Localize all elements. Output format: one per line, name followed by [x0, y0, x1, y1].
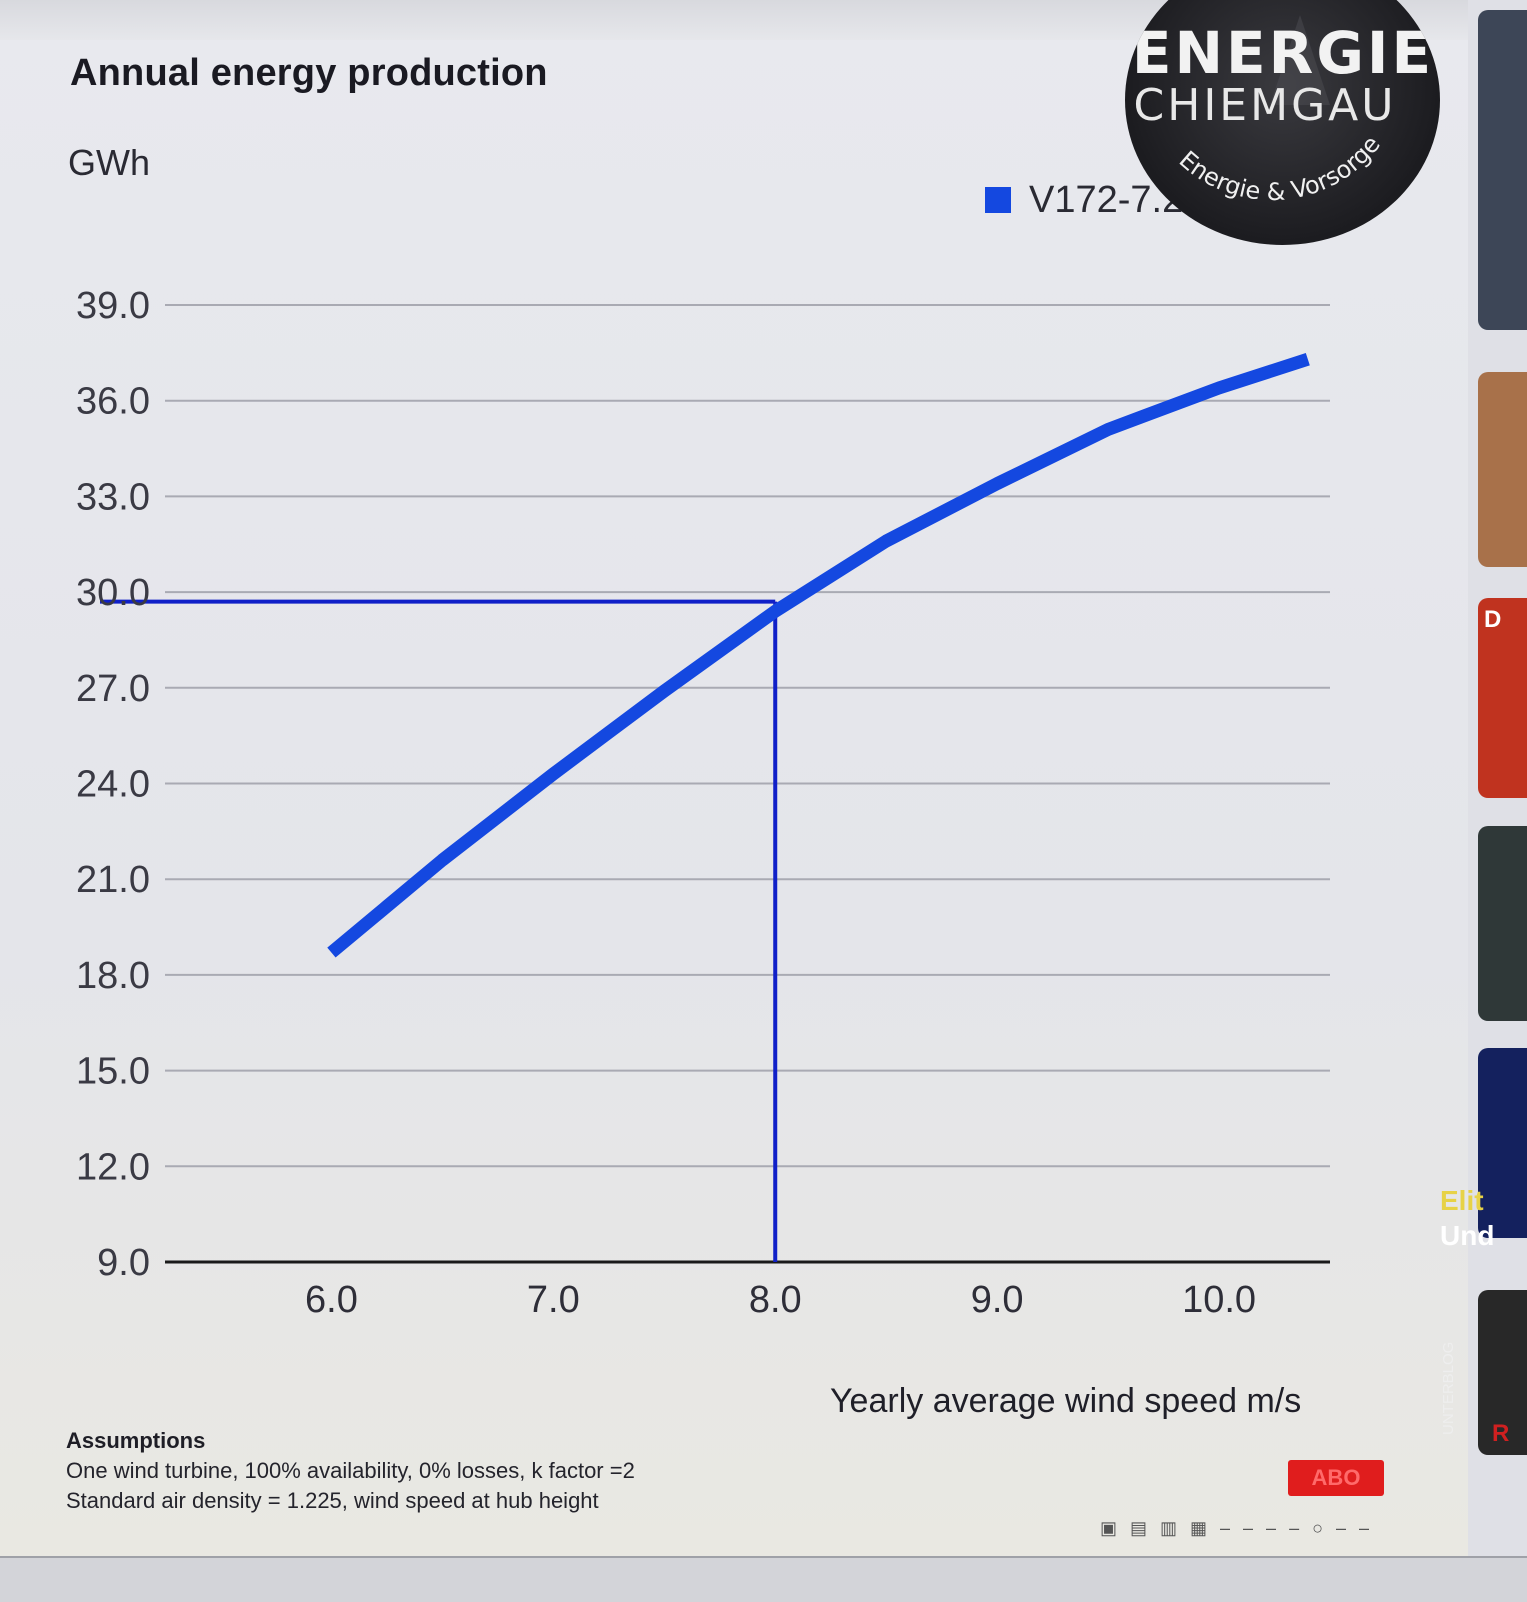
y-tick-label-1: 36.0 — [76, 381, 150, 423]
y-tick-labels: 39.0 36.0 33.0 30.0 27.0 24.0 21.0 18.0 15.0 12.0… — [76, 285, 150, 1284]
logo-line-2: CHIEMGAU — [1134, 80, 1397, 131]
logo-graphic: ENERGIE CHIEMGAU Energie & Vorsorge — [1132, 15, 1434, 206]
y-tick-label-7: 18.0 — [76, 955, 150, 997]
sidebar-thumb-5-text-2: Und — [1440, 1220, 1495, 1251]
y-tick-label-3: 30.0 — [76, 572, 150, 614]
abo-badge[interactable]: ABO — [1288, 1460, 1384, 1496]
sidebar-thumb-3[interactable] — [1478, 598, 1527, 798]
x-tick-labels: 6.0 7.0 8.0 9.0 10.0 — [305, 1279, 1256, 1321]
x-tick-label-3: 9.0 — [971, 1279, 1024, 1321]
logo-line-1: ENERGIE — [1132, 19, 1434, 87]
grid-layer — [165, 304, 1330, 1264]
assumptions-line-2: Standard air density = 1.225, wind speed… — [66, 1488, 599, 1513]
sidebar-thumb-5[interactable] — [1478, 1048, 1527, 1238]
sidebar-thumb-6-text: UNTERBLOG — [1440, 1341, 1457, 1435]
series-line-0 — [327, 353, 1310, 958]
sidebar-thumb-5-text-1: Elit — [1440, 1185, 1484, 1216]
x-axis-label: Yearly average wind speed m/s — [830, 1382, 1302, 1420]
y-axis-unit: GWh — [68, 142, 151, 183]
logo-tagline: Energie & Vorsorge — [1174, 130, 1386, 206]
assumptions-title: Assumptions — [66, 1428, 206, 1453]
y-tick-label-6: 21.0 — [76, 859, 150, 901]
y-tick-label-9: 12.0 — [76, 1146, 150, 1188]
reference-lines — [100, 599, 778, 1262]
sidebar-thumb-6-text-2: R — [1492, 1420, 1510, 1447]
sidebar-thumb-6[interactable] — [1478, 1290, 1527, 1455]
assumptions-line-1: One wind turbine, 100% availability, 0% … — [66, 1458, 635, 1483]
sidebar-thumb-2[interactable] — [1478, 372, 1527, 567]
y-tick-label-10: 9.0 — [97, 1242, 150, 1284]
energie-chiemgau-logo: ENERGIE CHIEMGAU Energie & Vorsorge — [1125, 0, 1440, 245]
logo-mountain-icon — [1270, 15, 1330, 105]
y-tick-label-2: 33.0 — [76, 476, 150, 518]
chart-legend: V172-7.2 — [985, 178, 1183, 222]
y-tick-label-5: 24.0 — [76, 764, 150, 806]
series-layer — [327, 353, 1310, 958]
sidebar-thumb-1[interactable] — [1478, 10, 1527, 330]
sidebar-thumb-4[interactable] — [1478, 826, 1527, 1021]
y-tick-label-8: 15.0 — [76, 1051, 150, 1093]
x-tick-label-4: 10.0 — [1182, 1279, 1256, 1321]
legend-swatch — [985, 187, 1011, 213]
x-tick-label-0: 6.0 — [305, 1279, 358, 1321]
status-bar-icons[interactable]: ▣ ▤ ▥ ▦ ‒ ‒ ‒ ‒ ○ ‒ ‒ — [1100, 1518, 1373, 1538]
y-tick-label-0: 39.0 — [76, 285, 150, 327]
sidebar-thumb-3-text: D — [1484, 606, 1502, 633]
bottom-bar — [0, 1556, 1527, 1602]
x-tick-label-1: 7.0 — [527, 1279, 580, 1321]
chart-title: Annual energy production — [70, 52, 548, 94]
x-tick-label-2: 8.0 — [749, 1279, 802, 1321]
y-tick-label-4: 27.0 — [76, 668, 150, 710]
screen-background — [0, 0, 1480, 1560]
